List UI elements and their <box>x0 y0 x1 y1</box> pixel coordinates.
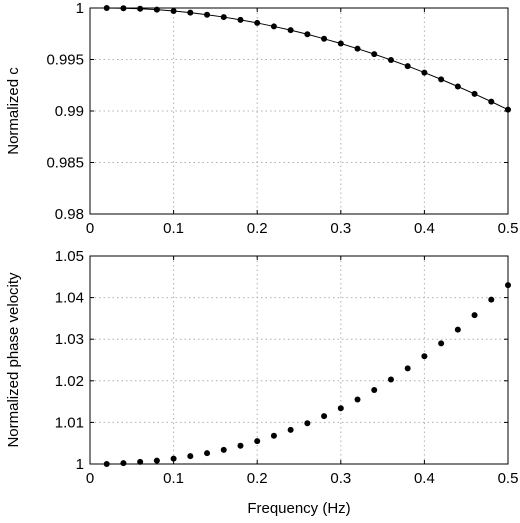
data-point <box>187 453 194 460</box>
data-point <box>103 461 110 467</box>
data-point <box>387 376 394 383</box>
data-point <box>254 19 261 26</box>
data-point <box>337 405 344 412</box>
plot-area <box>90 256 508 464</box>
y-tick-label: 1.01 <box>55 414 84 431</box>
data-point <box>170 455 177 462</box>
x-tick-label: 0.5 <box>498 220 519 237</box>
data-point <box>120 5 127 12</box>
data-point <box>321 413 328 420</box>
y-axis-label: Normalized c <box>5 67 22 155</box>
data-point <box>137 458 144 465</box>
x-tick-label: 0 <box>86 470 94 487</box>
data-point <box>454 326 461 333</box>
y-tick-label: 1.05 <box>55 248 84 265</box>
data-point <box>471 90 478 97</box>
y-tick-label: 0.995 <box>46 52 84 69</box>
data-point <box>153 457 160 464</box>
x-tick-label: 0.1 <box>163 470 184 487</box>
data-point <box>287 27 294 34</box>
data-point <box>438 76 445 83</box>
data-point <box>237 442 244 449</box>
y-tick-label: 1 <box>76 0 84 17</box>
data-point <box>187 9 194 16</box>
data-point <box>270 432 277 439</box>
data-point <box>404 365 411 372</box>
data-point <box>371 51 378 58</box>
x-tick-label: 0.4 <box>414 470 435 487</box>
y-tick-label: 1.04 <box>55 290 84 307</box>
y-tick-label: 1 <box>76 456 84 473</box>
y-tick-label: 1.02 <box>55 373 84 390</box>
data-point <box>471 312 478 319</box>
data-point <box>204 450 211 457</box>
x-tick-label: 0.4 <box>414 220 435 237</box>
data-point <box>137 5 144 12</box>
data-point <box>304 420 311 427</box>
data-point <box>103 5 110 11</box>
chart-panel-normalized-c: 0 0.1 0.2 0.3 0.4 0.5 0.98 0.985 0.99 0.995 1 Norma… <box>5 0 518 237</box>
data-point <box>321 35 328 42</box>
y-tick-label: 1.03 <box>55 331 84 348</box>
data-point <box>421 353 428 360</box>
x-tick-label: 0.3 <box>330 470 351 487</box>
data-point <box>438 340 445 347</box>
plot-area <box>90 8 508 214</box>
data-point <box>204 11 211 18</box>
data-point <box>404 63 411 70</box>
data-point <box>354 396 361 403</box>
data-point <box>170 7 177 14</box>
data-point <box>254 438 261 445</box>
data-point <box>337 40 344 47</box>
data-point <box>304 31 311 38</box>
data-point <box>220 14 227 21</box>
data-point <box>454 83 461 90</box>
x-tick-label: 0 <box>86 220 94 237</box>
x-tick-label: 0.1 <box>163 220 184 237</box>
axes-box <box>89 255 509 465</box>
y-axis-label: Normalized phase velocity <box>5 272 22 448</box>
data-point <box>237 16 244 23</box>
data-point <box>354 45 361 52</box>
data-point <box>120 460 127 467</box>
y-tick-label: 0.98 <box>55 206 84 223</box>
x-tick-label: 0.2 <box>247 470 268 487</box>
x-tick-label: 0.3 <box>330 220 351 237</box>
chart-panel-normalized-phase-velocity: 0 0.1 0.2 0.3 0.4 0.5 1 1.01 1.02 1.03 1.04 1.05 Nor… <box>5 248 518 517</box>
y-tick-label: 0.985 <box>46 155 84 172</box>
x-tick-label: 0.2 <box>247 220 268 237</box>
data-point <box>505 106 511 113</box>
data-point <box>153 6 160 13</box>
data-point <box>421 69 428 76</box>
y-tick-label: 0.99 <box>55 103 84 120</box>
data-point <box>505 282 511 289</box>
data-point <box>270 23 277 30</box>
x-axis-label: Frequency (Hz) <box>247 500 350 517</box>
data-point <box>220 446 227 453</box>
x-tick-label: 0.5 <box>498 470 519 487</box>
data-point <box>387 57 394 64</box>
data-point <box>371 386 378 393</box>
data-point <box>287 426 294 433</box>
data-point <box>488 98 495 105</box>
data-point <box>488 296 495 303</box>
